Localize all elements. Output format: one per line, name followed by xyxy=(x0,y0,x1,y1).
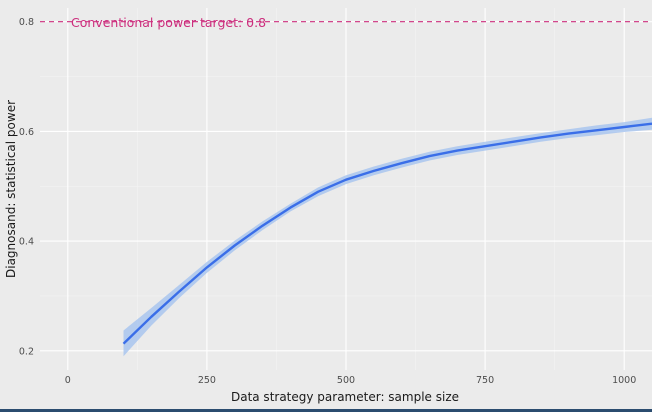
power-target-annotation: Conventional power target: 0.8 xyxy=(71,15,266,30)
y-tick-label: 0.2 xyxy=(19,346,34,357)
x-axis-ticks: 0 250 500 750 1000 xyxy=(65,375,636,386)
x-axis-title: Data strategy parameter: sample size xyxy=(231,390,459,404)
y-tick-label: 0.4 xyxy=(19,237,34,248)
confidence-band xyxy=(123,117,652,357)
y-axis-title: Diagnosand: statistical power xyxy=(4,100,18,278)
x-tick-label: 1000 xyxy=(612,375,636,386)
bottom-border xyxy=(0,409,652,412)
x-tick-label: 250 xyxy=(198,375,216,386)
x-tick-label: 500 xyxy=(337,375,355,386)
y-axis-ticks: 0.2 0.4 0.6 0.8 xyxy=(19,17,34,357)
y-tick-label: 0.6 xyxy=(19,127,34,138)
x-tick-label: 0 xyxy=(65,375,71,386)
y-tick-label: 0.8 xyxy=(19,17,34,28)
gridlines xyxy=(40,8,652,370)
power-line xyxy=(122,122,652,345)
x-tick-label: 750 xyxy=(476,375,494,386)
